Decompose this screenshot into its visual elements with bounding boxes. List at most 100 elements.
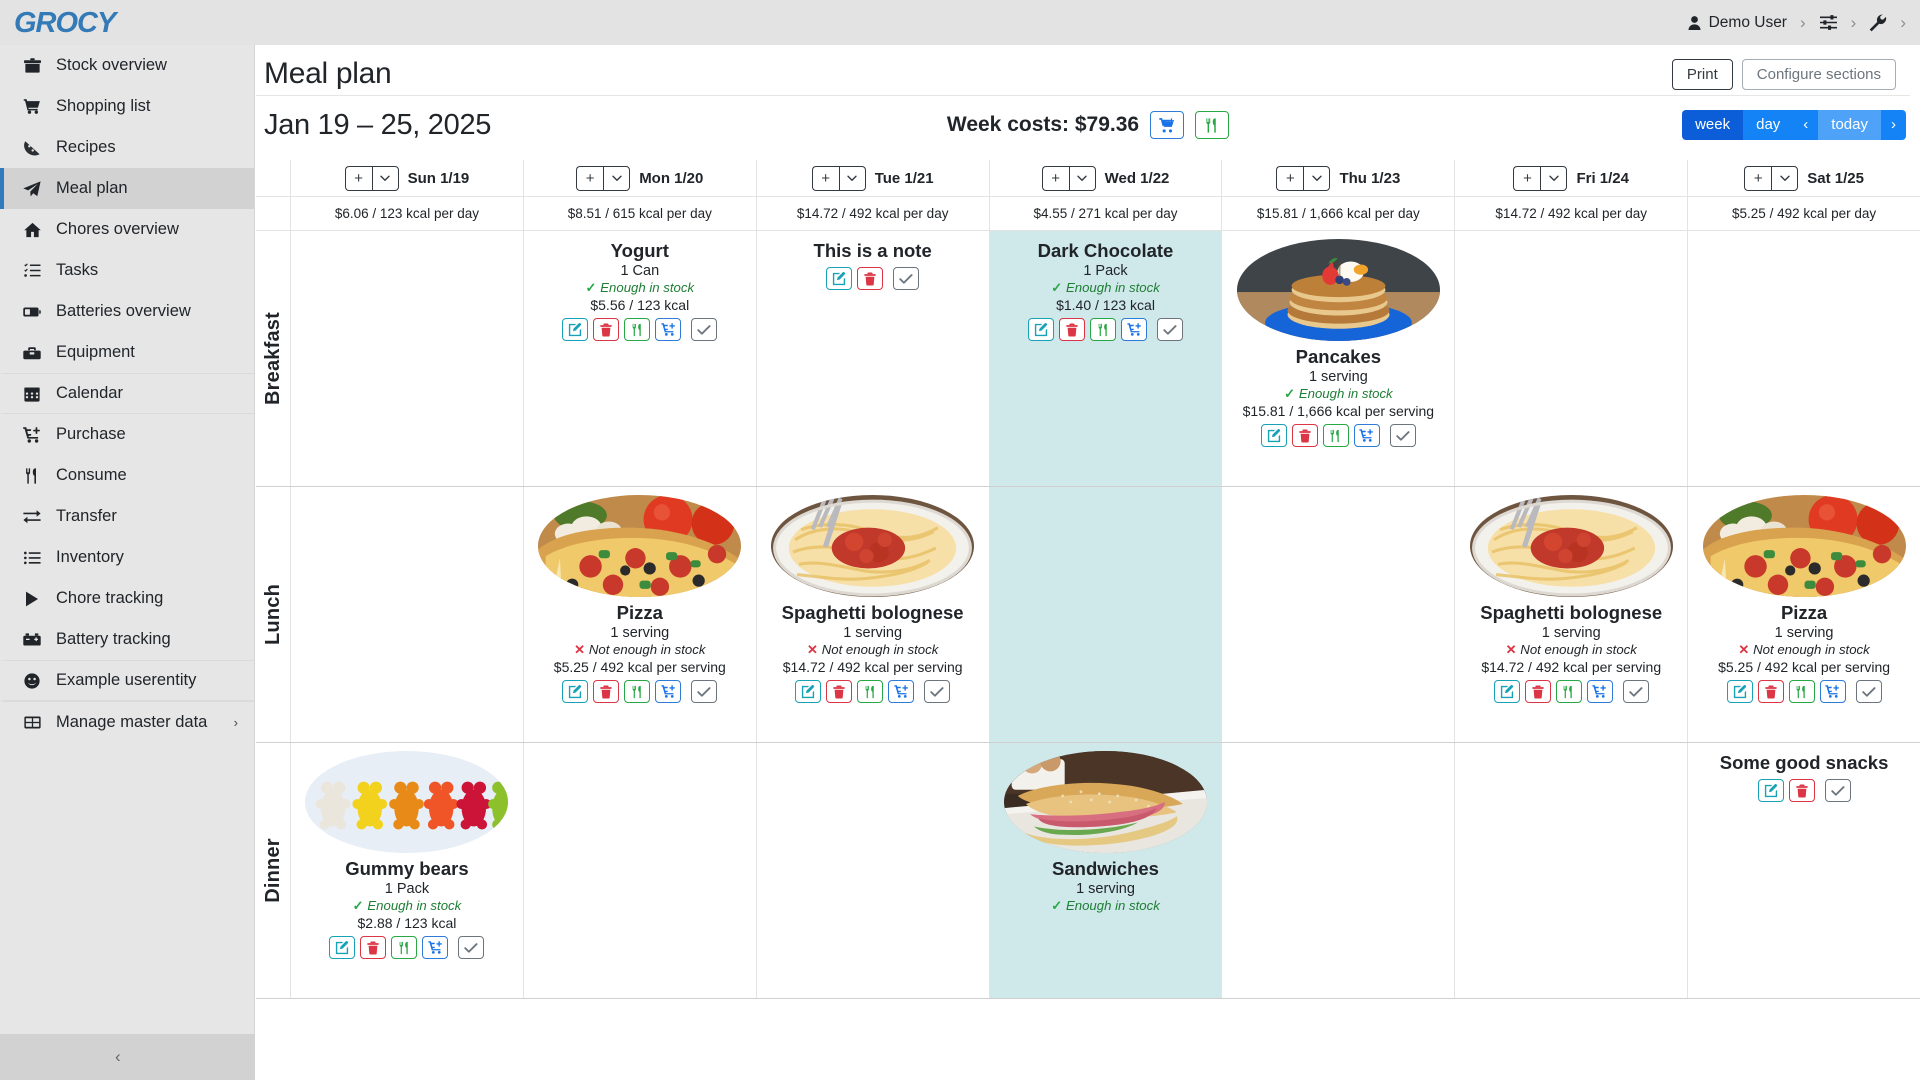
edit-button[interactable] xyxy=(329,936,356,960)
day-options-dropdown-button[interactable] xyxy=(1303,165,1331,191)
meal-plan-cell[interactable] xyxy=(1455,231,1689,486)
meal-plan-cell[interactable]: Some good snacks xyxy=(1688,743,1920,998)
meal-plan-cell[interactable] xyxy=(1222,743,1456,998)
view-week-button[interactable]: week xyxy=(1682,109,1744,141)
sidebar-item-meal-plan[interactable]: Meal plan xyxy=(0,168,254,209)
edit-button[interactable] xyxy=(795,680,822,704)
sidebar-item-chores-overview[interactable]: Chores overview xyxy=(0,209,254,250)
sidebar-item-transfer[interactable]: Transfer xyxy=(0,496,254,537)
meal-plan-cell[interactable] xyxy=(524,743,757,998)
sidebar-item-calendar[interactable]: Calendar xyxy=(0,373,254,414)
done-button[interactable] xyxy=(691,318,718,342)
delete-button[interactable] xyxy=(1524,680,1551,704)
consume-week-button[interactable] xyxy=(1195,111,1230,139)
meal-plan-cell[interactable]: Sandwiches 1 serving ✓ Enough in stock xyxy=(989,743,1223,998)
sidebar-item-stock-overview[interactable]: Stock overview xyxy=(0,45,254,86)
sidebar-item-shopping-list[interactable]: Shopping list xyxy=(0,86,254,127)
meal-plan-cell[interactable] xyxy=(989,487,1223,742)
consume-button[interactable] xyxy=(857,680,884,704)
add-item-button[interactable]: + xyxy=(1744,165,1772,191)
settings-menu-chevron-icon[interactable]: › xyxy=(1850,12,1857,32)
cart-button[interactable] xyxy=(1121,318,1147,342)
sidebar-item-batteries-overview[interactable]: Batteries overview xyxy=(0,291,254,332)
meal-plan-cell[interactable] xyxy=(291,231,524,486)
delete-button[interactable] xyxy=(1059,318,1085,342)
sidebar-item-equipment[interactable]: Equipment xyxy=(0,332,254,373)
consume-button[interactable] xyxy=(624,318,651,342)
day-options-dropdown-button[interactable] xyxy=(1068,165,1096,191)
app-logo[interactable]: GROCY xyxy=(0,8,260,38)
cart-button[interactable] xyxy=(1353,424,1380,448)
meal-plan-cell[interactable]: Pizza 1 serving ✕ Not enough in stock $5.25… xyxy=(524,487,757,742)
day-options-dropdown-button[interactable] xyxy=(371,165,399,191)
add-item-button[interactable]: + xyxy=(1041,165,1069,191)
consume-button[interactable] xyxy=(1090,318,1116,342)
done-button[interactable] xyxy=(1824,779,1851,803)
meal-plan-cell[interactable]: Pizza 1 serving ✕ Not enough in stock $5.25… xyxy=(1688,487,1920,742)
delete-button[interactable] xyxy=(857,267,884,291)
today-button[interactable]: today xyxy=(1818,109,1881,141)
consume-button[interactable] xyxy=(1555,680,1582,704)
consume-button[interactable] xyxy=(1788,680,1815,704)
edit-button[interactable] xyxy=(1726,680,1753,704)
cart-button[interactable] xyxy=(888,680,915,704)
consume-button[interactable] xyxy=(391,936,418,960)
sidebar-collapse-button[interactable]: ‹ xyxy=(0,1034,255,1080)
done-button[interactable] xyxy=(1622,680,1649,704)
delete-button[interactable] xyxy=(1788,779,1815,803)
meal-plan-cell[interactable]: This is a note xyxy=(757,231,990,486)
add-item-button[interactable]: + xyxy=(576,165,604,191)
cart-button[interactable] xyxy=(1586,680,1613,704)
sidebar-item-purchase[interactable]: Purchase xyxy=(0,414,254,455)
edit-button[interactable] xyxy=(1260,424,1287,448)
sidebar-item-example-userentity[interactable]: Example userentity xyxy=(0,660,254,701)
edit-button[interactable] xyxy=(562,680,589,704)
sidebar-item-consume[interactable]: Consume xyxy=(0,455,254,496)
add-week-to-shopping-list-button[interactable] xyxy=(1150,111,1185,139)
delete-button[interactable] xyxy=(1757,680,1784,704)
meal-plan-cell[interactable]: Gummy bears 1 Pack ✓ Enough in stock $2.88 … xyxy=(291,743,524,998)
cart-button[interactable] xyxy=(655,680,682,704)
edit-button[interactable] xyxy=(562,318,589,342)
edit-button[interactable] xyxy=(1493,680,1520,704)
day-options-dropdown-button[interactable] xyxy=(1771,165,1799,191)
meal-plan-cell[interactable]: Dark Chocolate 1 Pack ✓ Enough in stock $1.… xyxy=(989,231,1223,486)
cart-button[interactable] xyxy=(422,936,449,960)
sidebar-item-chore-tracking[interactable]: Chore tracking xyxy=(0,578,254,619)
meal-plan-cell[interactable] xyxy=(1455,743,1689,998)
meal-plan-cell[interactable] xyxy=(1688,231,1920,486)
delete-button[interactable] xyxy=(826,680,853,704)
day-options-dropdown-button[interactable] xyxy=(603,165,631,191)
day-options-dropdown-button[interactable] xyxy=(1540,165,1568,191)
meal-plan-cell[interactable]: Pancakes 1 serving ✓ Enough in stock $15.81… xyxy=(1222,231,1456,486)
meal-plan-cell[interactable] xyxy=(1222,487,1456,742)
next-period-button[interactable]: › xyxy=(1881,109,1906,141)
add-item-button[interactable]: + xyxy=(344,165,372,191)
print-button[interactable]: Print xyxy=(1671,58,1733,90)
cart-button[interactable] xyxy=(655,318,682,342)
user-menu[interactable]: Demo User xyxy=(1678,0,1796,45)
settings-menu[interactable] xyxy=(1810,0,1847,45)
delete-button[interactable] xyxy=(593,680,620,704)
user-menu-chevron-icon[interactable]: › xyxy=(1799,12,1806,32)
add-item-button[interactable]: + xyxy=(811,165,839,191)
configure-sections-button[interactable]: Configure sections xyxy=(1741,58,1896,90)
edit-button[interactable] xyxy=(1028,318,1054,342)
tools-menu-chevron-icon[interactable]: › xyxy=(1900,12,1906,32)
meal-plan-cell[interactable]: Spaghetti bolognese 1 serving ✕ Not enough… xyxy=(1455,487,1689,742)
delete-button[interactable] xyxy=(360,936,387,960)
done-button[interactable] xyxy=(458,936,485,960)
cart-button[interactable] xyxy=(1819,680,1846,704)
edit-button[interactable] xyxy=(1757,779,1784,803)
meal-plan-cell[interactable] xyxy=(291,487,524,742)
meal-plan-cell[interactable]: Spaghetti bolognese 1 serving ✕ Not enough… xyxy=(757,487,990,742)
done-button[interactable] xyxy=(924,680,951,704)
done-button[interactable] xyxy=(1389,424,1416,448)
prev-period-button[interactable]: ‹ xyxy=(1793,109,1819,141)
sidebar-item-recipes[interactable]: Recipes xyxy=(0,127,254,168)
done-button[interactable] xyxy=(691,680,718,704)
delete-button[interactable] xyxy=(1291,424,1318,448)
sidebar-item-inventory[interactable]: Inventory xyxy=(0,537,254,578)
view-day-button[interactable]: day xyxy=(1743,109,1794,141)
consume-button[interactable] xyxy=(624,680,651,704)
